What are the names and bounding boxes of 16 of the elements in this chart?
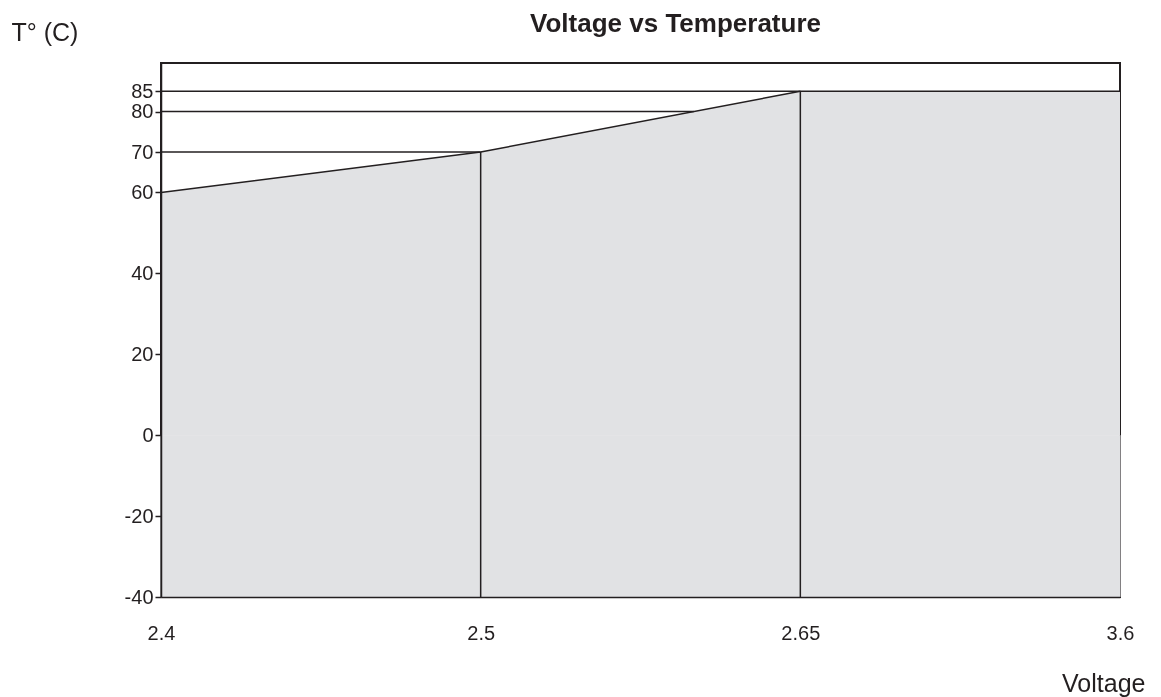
x-tick-label: 2.4 <box>147 621 176 644</box>
chart-title: Voltage vs Temperature <box>530 8 821 38</box>
y-tick-label: 40 <box>131 261 154 284</box>
x-axis-title: Voltage <box>1062 668 1146 697</box>
x-tick-label: 2.5 <box>467 621 496 644</box>
y-tick-label: 85 <box>131 79 154 102</box>
y-tick-label: 0 <box>142 423 154 446</box>
y-tick-label: 20 <box>131 342 154 365</box>
y-tick-label: -40 <box>124 585 154 608</box>
y-tick-label: 60 <box>131 180 154 203</box>
y-axis-title: T° (C) <box>11 17 79 46</box>
x-tick-label: 3.6 <box>1106 621 1135 644</box>
y-tick-label: 70 <box>131 140 154 163</box>
x-tick-label: 2.65 <box>781 621 821 644</box>
y-tick-label: -20 <box>124 504 154 527</box>
y-tick-label: 80 <box>131 100 154 123</box>
